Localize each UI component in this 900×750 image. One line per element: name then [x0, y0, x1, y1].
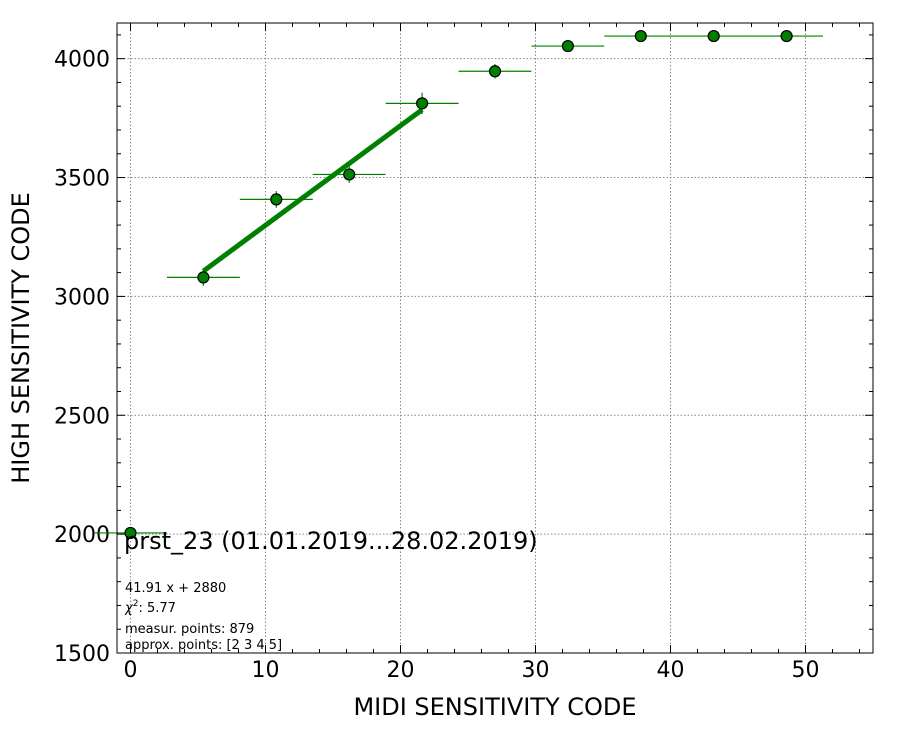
y-tick-labels: 1500 2000 2500 3000 3500 4000 — [54, 48, 110, 667]
x-tick-label: 40 — [657, 658, 685, 683]
plot-frame — [116, 22, 874, 654]
major-ticks — [117, 23, 873, 654]
annotation-chi2: χ2: 5.77 — [124, 599, 176, 616]
x-tick-label: 30 — [522, 658, 550, 683]
data-point — [561, 39, 575, 53]
data-point — [634, 29, 647, 43]
data-point — [488, 65, 502, 78]
errorbars — [94, 34, 824, 535]
minor-ticks — [117, 23, 873, 653]
annotation-approx-points: approx. points: [2 3 4 5] — [125, 638, 282, 653]
y-tick-label: 3000 — [54, 285, 110, 310]
annotation-box: prst_23 (01.01.2019...28.02.2019) 41.91 … — [124, 527, 538, 653]
x-tick-label: 20 — [387, 658, 415, 683]
data-point — [124, 526, 137, 540]
data-point — [197, 271, 210, 284]
x-tick-label: 0 — [124, 658, 138, 683]
y-tick-label: 2000 — [54, 523, 110, 548]
x-tick-label: 10 — [252, 658, 280, 683]
y-tick-label: 1500 — [54, 642, 110, 667]
fit-layer — [201, 107, 424, 274]
y-tick-label: 3500 — [54, 167, 110, 192]
chi2-symbol: χ — [124, 601, 134, 616]
grid — [117, 23, 873, 654]
x-axis-label: MIDI SENSITIVITY CODE — [353, 693, 636, 721]
x-tick-label: 50 — [792, 658, 820, 683]
x-tick-labels: 0 10 20 30 40 50 — [124, 658, 820, 683]
annotation-title: prst_23 (01.01.2019...28.02.2019) — [124, 527, 538, 555]
annotation-measur-points: measur. points: 879 — [125, 622, 254, 637]
annotation-equation: 41.91 x + 2880 — [125, 581, 226, 596]
data-point — [416, 97, 429, 110]
data-points — [124, 29, 793, 540]
data-point — [270, 193, 283, 206]
y-axis-label: HIGH SENSITIVITY CODE — [7, 192, 35, 484]
y-tick-label: 2500 — [54, 404, 110, 429]
chi2-value: : 5.77 — [138, 601, 175, 616]
data-point — [343, 168, 356, 181]
data-point — [780, 29, 793, 43]
y-tick-label: 4000 — [54, 48, 110, 73]
data-point — [707, 29, 720, 43]
chi2-exponent: 2 — [133, 599, 139, 609]
fit-line — [201, 107, 424, 274]
